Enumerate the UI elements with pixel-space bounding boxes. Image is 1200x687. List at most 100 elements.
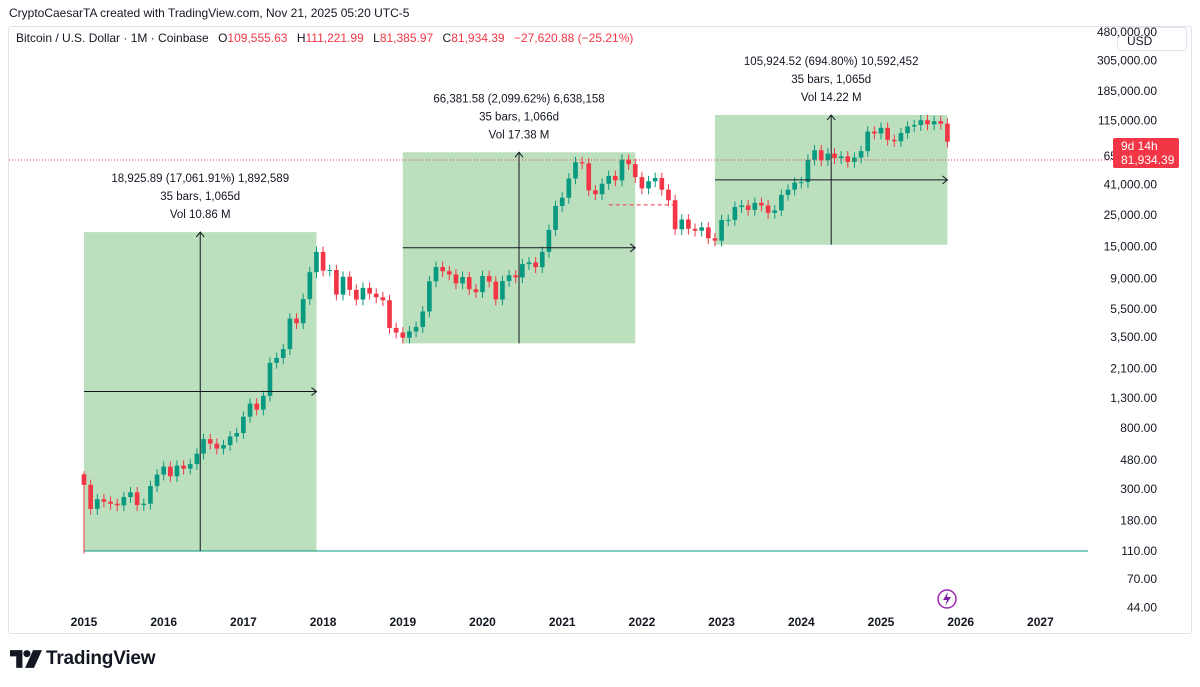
candle[interactable]	[128, 486, 133, 503]
candle[interactable]	[533, 257, 538, 274]
candle[interactable]	[878, 122, 884, 140]
candle[interactable]	[207, 433, 213, 450]
candle[interactable]	[652, 172, 658, 188]
candle[interactable]	[599, 178, 605, 201]
candle[interactable]	[938, 115, 944, 130]
candle[interactable]	[911, 119, 917, 133]
candle[interactable]	[88, 479, 93, 515]
candle[interactable]	[506, 270, 512, 287]
candle[interactable]	[214, 438, 220, 455]
candle[interactable]	[480, 270, 485, 299]
candle[interactable]	[579, 156, 585, 170]
candle[interactable]	[400, 327, 406, 344]
candle[interactable]	[446, 265, 452, 281]
candle[interactable]	[639, 171, 645, 195]
candle[interactable]	[613, 170, 618, 187]
candle[interactable]	[227, 431, 233, 451]
candle[interactable]	[114, 498, 120, 512]
candle[interactable]	[314, 246, 319, 278]
candle[interactable]	[427, 275, 432, 318]
candle[interactable]	[161, 461, 167, 481]
candle[interactable]	[453, 269, 459, 290]
candle[interactable]	[832, 148, 837, 165]
candle[interactable]	[779, 189, 784, 217]
symbol-legend[interactable]: Bitcoin / U.S. Dollar · 1M · Coinbase O1…	[16, 31, 633, 45]
candle[interactable]	[307, 266, 313, 305]
candle[interactable]	[108, 496, 113, 510]
candle[interactable]	[852, 152, 857, 168]
candle[interactable]	[772, 205, 778, 219]
candle[interactable]	[134, 486, 140, 511]
candle[interactable]	[905, 121, 910, 139]
candle[interactable]	[327, 264, 333, 277]
candle[interactable]	[353, 284, 359, 306]
candle[interactable]	[632, 158, 638, 183]
candle[interactable]	[181, 460, 186, 475]
candle[interactable]	[931, 115, 937, 131]
candle[interactable]	[254, 398, 260, 416]
candle[interactable]	[486, 270, 492, 288]
candle[interactable]	[473, 283, 479, 299]
candle[interactable]	[81, 471, 87, 554]
candle[interactable]	[513, 270, 519, 284]
candle[interactable]	[440, 261, 445, 278]
candle[interactable]	[141, 498, 147, 511]
candle[interactable]	[234, 427, 240, 443]
candle[interactable]	[732, 201, 738, 226]
candle[interactable]	[280, 343, 286, 364]
candle[interactable]	[725, 214, 731, 226]
candle[interactable]	[666, 184, 671, 207]
candle[interactable]	[174, 460, 180, 483]
candle[interactable]	[798, 176, 804, 189]
candle[interactable]	[765, 200, 771, 219]
candle[interactable]	[500, 275, 505, 306]
candle[interactable]	[719, 214, 724, 247]
candle[interactable]	[539, 246, 545, 274]
candle[interactable]	[493, 276, 499, 306]
candle[interactable]	[818, 144, 824, 167]
candle[interactable]	[918, 114, 924, 131]
candle[interactable]	[559, 192, 565, 212]
candle[interactable]	[274, 352, 279, 369]
candle[interactable]	[460, 271, 465, 290]
candle[interactable]	[945, 118, 950, 148]
candle[interactable]	[393, 322, 399, 339]
candle[interactable]	[759, 197, 764, 212]
candle[interactable]	[573, 156, 578, 185]
candle[interactable]	[785, 184, 791, 201]
candle[interactable]	[626, 154, 631, 170]
candle[interactable]	[360, 282, 366, 306]
candle[interactable]	[387, 294, 392, 334]
candle[interactable]	[221, 439, 226, 455]
candle[interactable]	[606, 170, 612, 190]
candle[interactable]	[380, 291, 386, 307]
candle[interactable]	[121, 491, 127, 512]
candle[interactable]	[520, 258, 525, 284]
currency-button[interactable]: USD	[1117, 27, 1187, 51]
candle[interactable]	[201, 433, 206, 460]
candle[interactable]	[593, 185, 598, 201]
candle[interactable]	[825, 148, 831, 167]
candle[interactable]	[872, 126, 877, 140]
candle[interactable]	[373, 288, 379, 304]
tradingview-logo[interactable]: TradingView	[10, 648, 156, 670]
candle[interactable]	[101, 493, 107, 508]
candle[interactable]	[148, 480, 153, 510]
candle[interactable]	[247, 398, 253, 423]
candle[interactable]	[267, 357, 273, 402]
candle[interactable]	[526, 257, 532, 270]
candle[interactable]	[553, 200, 558, 236]
candle[interactable]	[340, 271, 346, 301]
candle[interactable]	[287, 313, 293, 355]
candle[interactable]	[586, 158, 592, 197]
candle[interactable]	[320, 246, 326, 277]
candle[interactable]	[745, 200, 751, 216]
candle[interactable]	[699, 222, 704, 237]
candle[interactable]	[925, 114, 930, 131]
candle[interactable]	[812, 144, 817, 166]
candle[interactable]	[838, 150, 844, 165]
flash-icon[interactable]	[937, 589, 957, 609]
candle[interactable]	[367, 282, 372, 300]
